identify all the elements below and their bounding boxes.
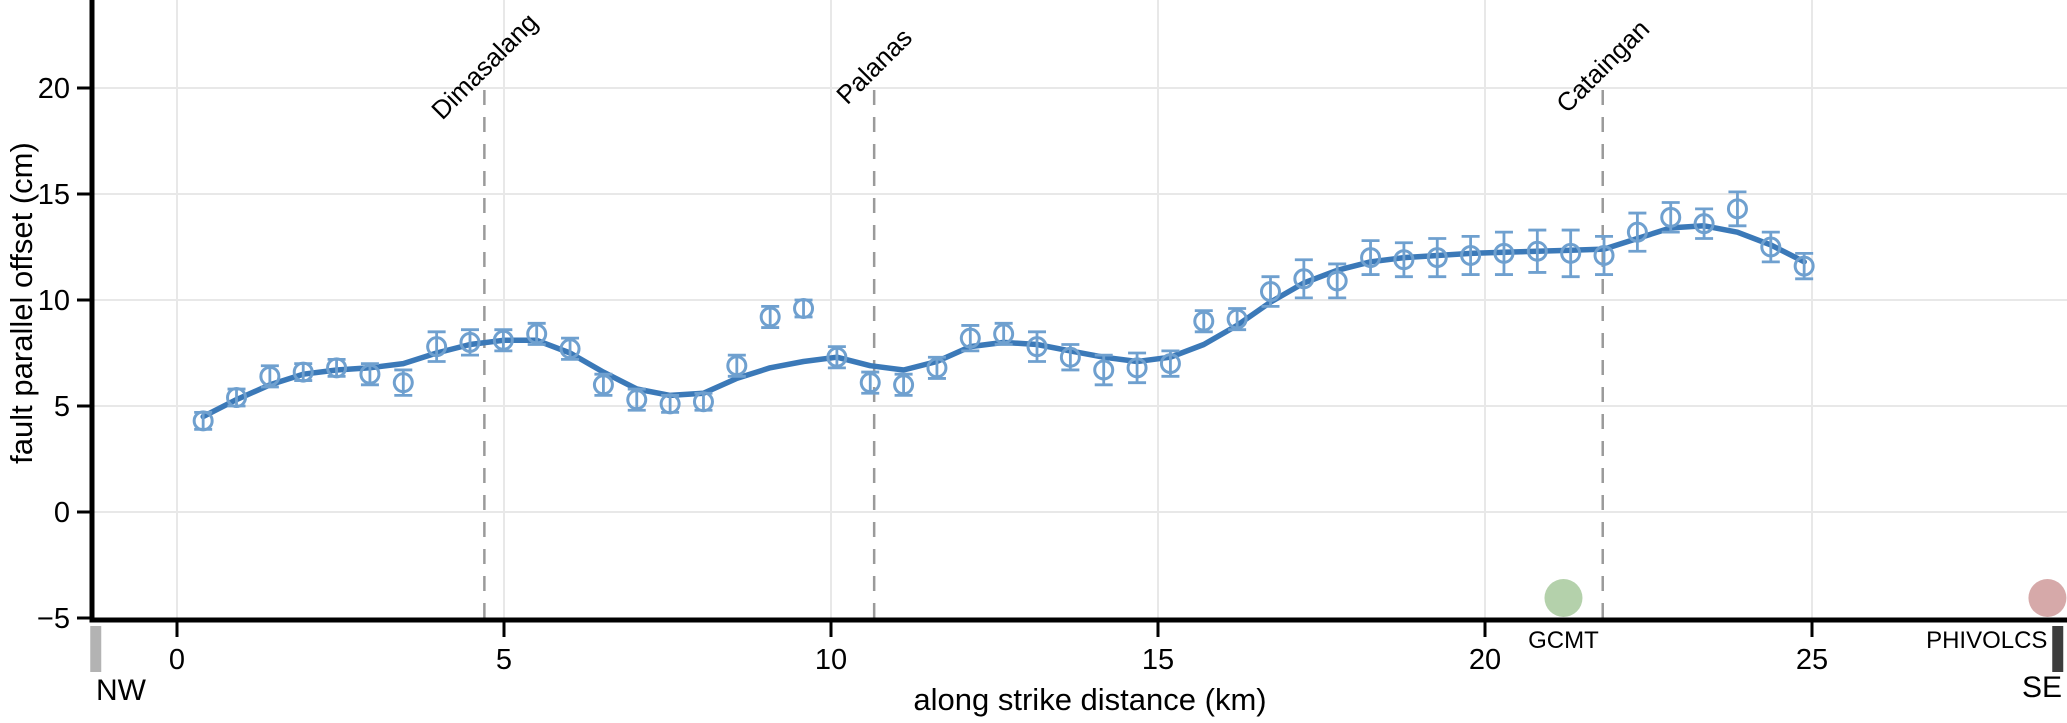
direction-label-se: SE [2022, 671, 2062, 704]
data-point [1226, 308, 1248, 330]
data-point [326, 357, 348, 379]
epicenter-label: GCMT [1528, 627, 1599, 654]
epicenter-label: PHIVOLCS [1926, 627, 2047, 654]
data-point [559, 338, 581, 360]
data-point [1093, 359, 1115, 381]
data-point [426, 336, 448, 358]
data-point [1493, 242, 1515, 264]
data-point [1660, 206, 1682, 228]
data-point [1426, 247, 1448, 269]
data-point [1026, 336, 1048, 358]
data-point [1726, 198, 1748, 220]
data-point [1326, 270, 1348, 292]
data-point [1626, 221, 1648, 243]
data-point [1560, 242, 1582, 264]
data-point [659, 393, 681, 415]
data-point [1526, 240, 1548, 262]
y-tick-label: 20 [38, 73, 70, 105]
data-point [459, 331, 481, 353]
data-point [1059, 346, 1081, 368]
data-point [526, 323, 548, 345]
town-annotations: Dimasalang Palanas Cataingan [425, 7, 1655, 618]
data-point [626, 389, 648, 411]
data-point [1460, 244, 1482, 266]
data-point [1693, 213, 1715, 235]
data-point [1760, 236, 1782, 258]
epicenter-dot [2028, 579, 2067, 617]
bottom-axis-spine [89, 617, 2067, 623]
x-axis-label: along strike distance (km) [913, 682, 1266, 717]
data-point [192, 410, 214, 432]
data-point [259, 365, 281, 387]
y-tick-label: 0 [54, 497, 70, 529]
data-point [726, 355, 748, 377]
direction-label-nw: NW [96, 674, 147, 707]
data-point [859, 372, 881, 394]
data-point [692, 391, 714, 413]
x-tick-label: 15 [1142, 644, 1174, 676]
gridlines [92, 0, 2067, 618]
data-point [592, 374, 614, 396]
epicenter-dot [1544, 579, 1583, 617]
x-tick-label: 25 [1796, 644, 1828, 676]
left-axis-spine [89, 0, 95, 623]
smoothed-offset-line [200, 223, 1807, 420]
data-point [226, 387, 248, 409]
data-point [759, 306, 781, 328]
data-point [492, 329, 514, 351]
data-point [826, 346, 848, 368]
error-bar-layer [194, 190, 1814, 431]
x-tick-label: 0 [169, 644, 185, 676]
data-point [359, 363, 381, 385]
smoothed-line-layer [200, 223, 1807, 420]
data-point [959, 327, 981, 349]
data-point [793, 297, 815, 319]
y-tick-label: −5 [37, 603, 70, 635]
data-point [926, 357, 948, 379]
y-axis-label: fault parallel offset (cm) [4, 142, 39, 464]
axes-and-ticks: 0 5 10 15 20 25 −5 0 5 10 15 20 [37, 0, 2067, 676]
edge-markers [90, 626, 2064, 672]
edge-marker-left [90, 626, 102, 672]
data-point [893, 374, 915, 396]
data-point [1793, 255, 1815, 277]
y-tick-label: 15 [38, 179, 70, 211]
data-point [1393, 249, 1415, 271]
x-tick-label: 10 [815, 644, 847, 676]
data-point [1360, 247, 1382, 269]
data-point [1159, 353, 1181, 375]
edge-marker-right [2052, 626, 2064, 672]
x-tick-label: 5 [496, 644, 512, 676]
town-label: Dimasalang [425, 7, 543, 125]
data-point [1293, 268, 1315, 290]
epicenter-markers: GCMT PHIVOLCS [1528, 579, 2067, 654]
y-tick-label: 10 [38, 285, 70, 317]
data-point [392, 372, 414, 394]
data-point [1593, 244, 1615, 266]
data-point [1259, 281, 1281, 303]
data-point [993, 323, 1015, 345]
x-tick-label: 20 [1469, 644, 1501, 676]
data-point-layer [192, 198, 1815, 432]
data-point [292, 361, 314, 383]
data-point [1126, 357, 1148, 379]
y-tick-label: 5 [54, 391, 70, 423]
data-point [1193, 310, 1215, 332]
